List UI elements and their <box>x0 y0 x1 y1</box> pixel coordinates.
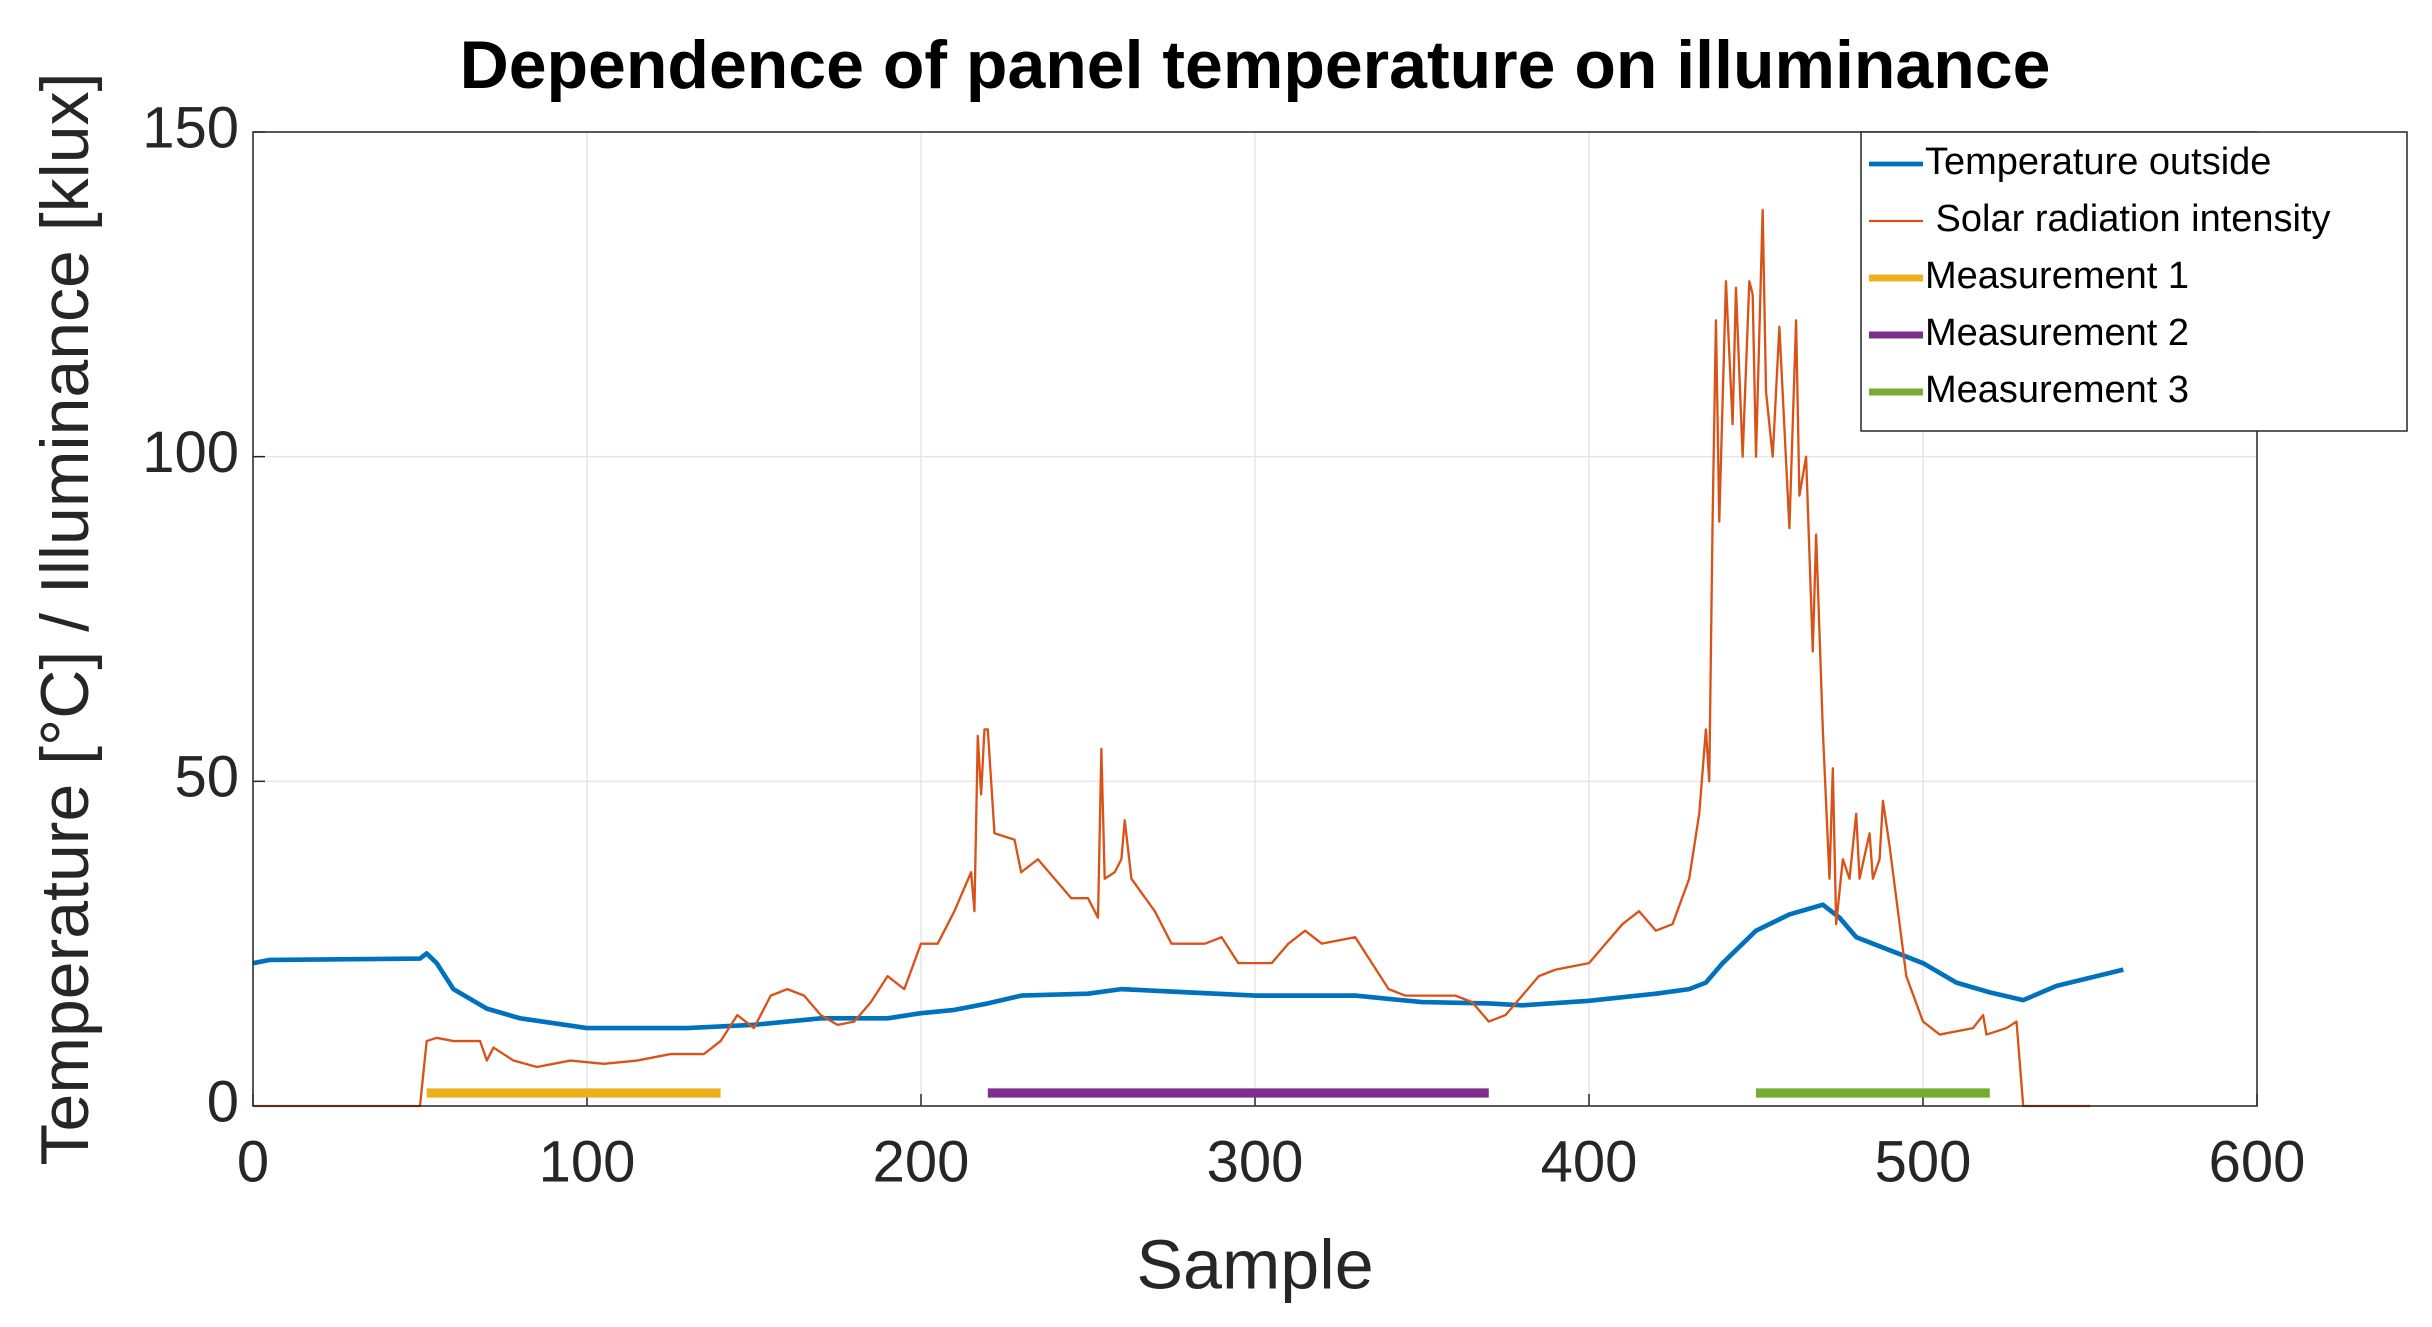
x-tick-label: 200 <box>873 1129 970 1194</box>
y-axis-label: Temperature [°C] / Illuminance [klux] <box>27 73 103 1166</box>
y-tick-label: 100 <box>142 420 239 485</box>
plot-frame <box>252 131 2258 1107</box>
legend-box <box>1860 131 2408 432</box>
legend-label: Solar radiation intensity <box>1925 198 2331 240</box>
x-tick-label: 300 <box>1207 1129 1304 1194</box>
x-tick-label: 600 <box>2209 1129 2306 1194</box>
chart-title: Dependence of panel temperature on illum… <box>460 27 2051 103</box>
x-axis-label: Sample <box>1136 1225 1373 1303</box>
series-line <box>252 902 2124 1031</box>
legend-label: Temperature outside <box>1925 141 2271 183</box>
y-tick-label: 150 <box>142 95 239 160</box>
series-line <box>253 208 2090 1108</box>
x-tick-label: 100 <box>539 1129 636 1194</box>
x-tick-label: 0 <box>237 1129 269 1194</box>
legend-label: Measurement 2 <box>1925 312 2189 354</box>
legend-label: Measurement 3 <box>1925 369 2189 411</box>
y-tick-label: 50 <box>174 745 239 810</box>
legend-label: Measurement 1 <box>1925 255 2189 297</box>
x-tick-label: 500 <box>1875 1129 1972 1194</box>
y-tick-label: 0 <box>207 1069 239 1134</box>
x-tick-label: 400 <box>1541 1129 1638 1194</box>
